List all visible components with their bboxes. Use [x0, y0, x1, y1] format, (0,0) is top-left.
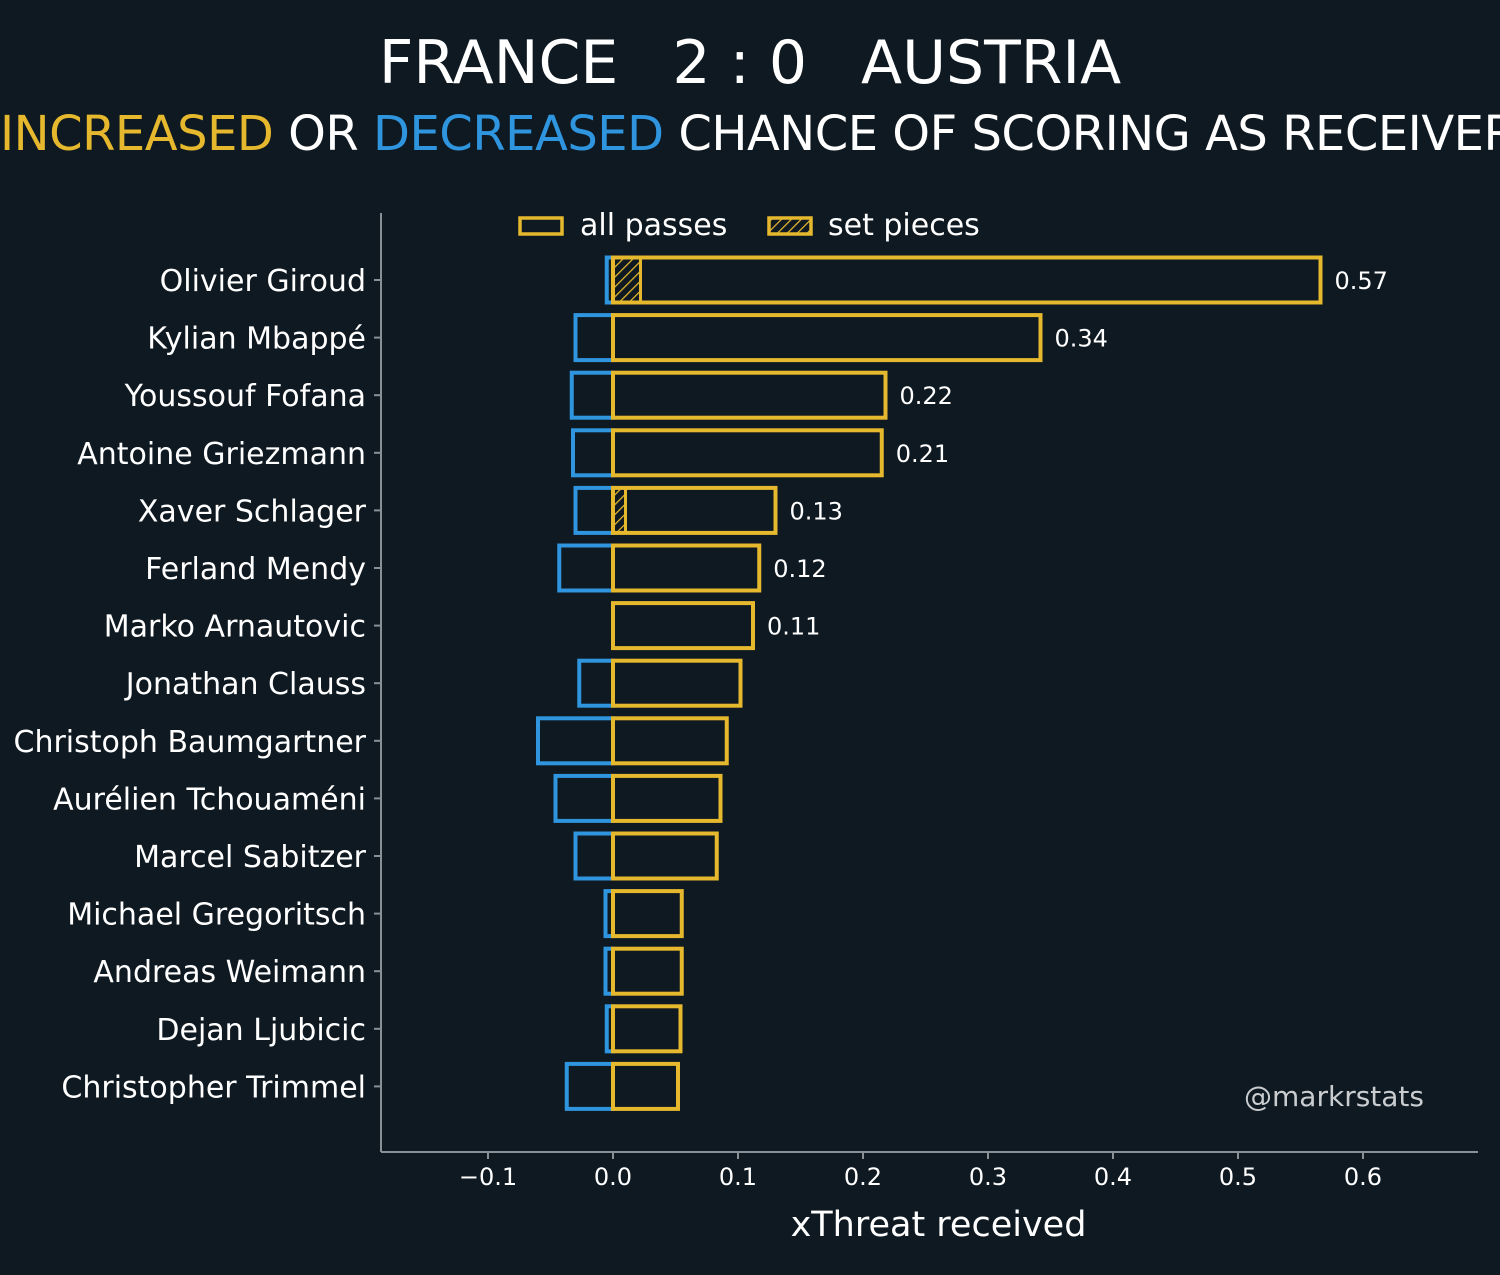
legend: all passes set pieces: [518, 208, 980, 243]
increased-bar: [611, 428, 884, 478]
increased-bar: [611, 601, 755, 651]
category-label: Marko Arnautovic: [104, 610, 366, 645]
decreased-bar: [573, 485, 615, 535]
subtitle-or: OR: [273, 106, 374, 162]
decreased-bar: [564, 1061, 615, 1111]
legend-label-set-pieces: set pieces: [828, 208, 980, 243]
category-label: Xaver Schlager: [138, 494, 367, 529]
home-team: FRANCE: [378, 28, 619, 98]
set-pieces-bar: [611, 256, 642, 304]
increased-bar: [611, 716, 729, 766]
data-label: 0.13: [790, 497, 843, 525]
increased-bar: [611, 889, 684, 939]
category-label: Michael Gregoritsch: [67, 898, 366, 933]
increased-bar: [611, 831, 719, 881]
x-tick-label: 0.1: [719, 1163, 757, 1191]
x-tick-label: −0.1: [459, 1163, 517, 1191]
score: 2 : 0: [672, 28, 808, 98]
watermark: @markrstats: [1244, 1080, 1424, 1113]
decreased-bar: [553, 773, 615, 823]
x-tick-label: 0.6: [1344, 1163, 1382, 1191]
category-label: Youssouf Fofana: [124, 379, 366, 414]
category-label: Dejan Ljubicic: [156, 1013, 366, 1048]
category-label: Christopher Trimmel: [61, 1070, 366, 1105]
category-label: Aurélien Tchouaméni: [53, 782, 366, 817]
increased-bar: [611, 370, 888, 420]
subtitle-decreased: DECREASED: [373, 106, 664, 162]
increased-bar: [611, 773, 723, 823]
decreased-bar: [569, 370, 615, 420]
increased-bar: [611, 1061, 680, 1111]
increased-bar: [611, 1004, 683, 1054]
data-label: 0.34: [1055, 325, 1108, 353]
subtitle-rest: CHANCE OF SCORING AS RECEIVER: [663, 106, 1500, 162]
away-team: AUSTRIA: [861, 28, 1122, 98]
increased-bar: [611, 946, 684, 996]
category-label: Andreas Weimann: [93, 955, 366, 990]
chart-subtitle: INCREASED OR DECREASED CHANCE OF SCORING…: [0, 106, 1500, 162]
decreased-bar: [571, 428, 615, 478]
category-label: Marcel Sabitzer: [134, 840, 367, 875]
legend-swatch-all-passes: [518, 216, 564, 236]
data-label: 0.12: [773, 555, 826, 583]
data-label: 0.57: [1335, 267, 1388, 295]
decreased-bar: [536, 716, 615, 766]
x-tick-label: 0.3: [969, 1163, 1007, 1191]
category-label: Olivier Giroud: [160, 264, 366, 299]
increased-bar: [611, 255, 1323, 305]
subtitle-increased: INCREASED: [0, 106, 274, 162]
data-label: 0.11: [767, 613, 820, 641]
x-tick-label: 0.0: [594, 1163, 632, 1191]
x-tick-label: 0.2: [844, 1163, 882, 1191]
x-axis-label: xThreat received: [791, 1205, 1087, 1245]
category-label: Ferland Mendy: [145, 552, 366, 587]
legend-label-all-passes: all passes: [580, 208, 727, 243]
category-label: Antoine Griezmann: [77, 437, 366, 472]
decreased-bar: [573, 831, 615, 881]
decreased-bar: [573, 313, 615, 363]
legend-swatch-set-pieces: [767, 216, 813, 236]
increased-bar: [611, 543, 762, 593]
increased-bar: [611, 313, 1043, 363]
category-label: Kylian Mbappé: [147, 322, 366, 357]
data-label: 0.21: [896, 440, 949, 468]
decreased-bar: [577, 658, 615, 708]
category-label: Jonathan Clauss: [124, 667, 366, 702]
decreased-bar: [557, 543, 615, 593]
increased-bar: [611, 485, 778, 535]
increased-bar: [611, 658, 743, 708]
data-label: 0.22: [900, 382, 953, 410]
category-label: Christoph Baumgartner: [14, 725, 367, 760]
chart-title: FRANCE 2 : 0 AUSTRIA: [0, 28, 1500, 98]
x-tick-label: 0.4: [1094, 1163, 1132, 1191]
x-tick-label: 0.5: [1219, 1163, 1257, 1191]
